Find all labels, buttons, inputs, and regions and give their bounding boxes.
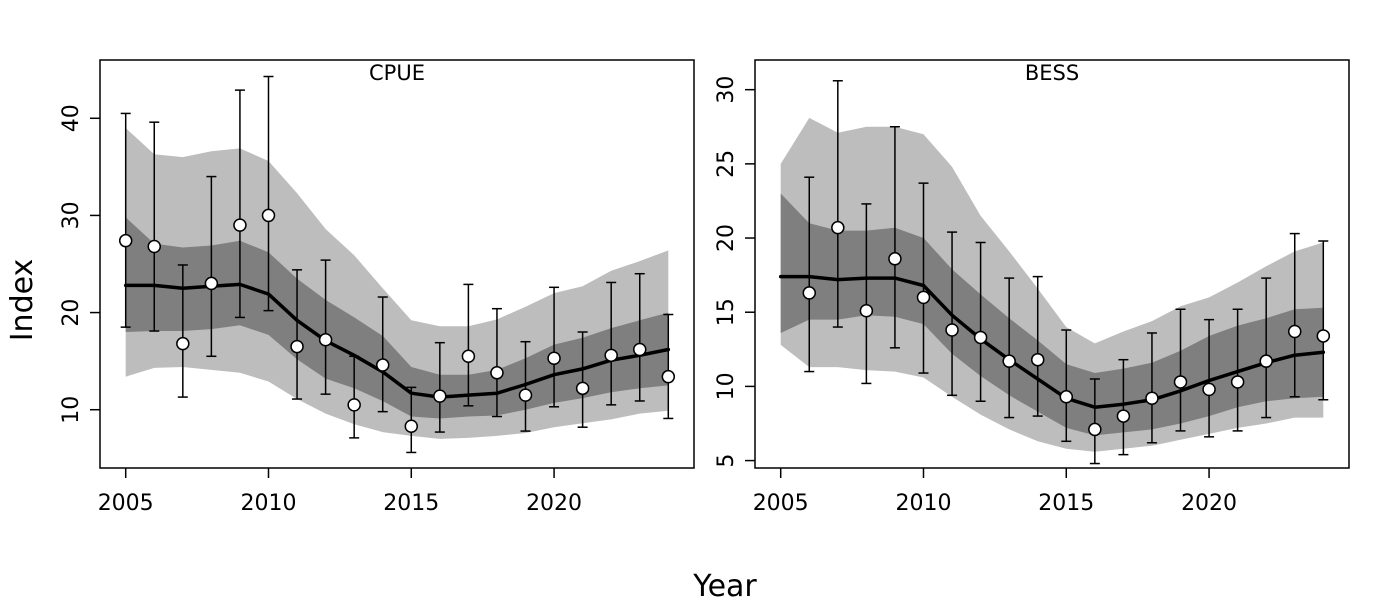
observed-point	[973, 330, 988, 345]
panel-title: CPUE	[369, 61, 425, 85]
y-tick-label: 5	[714, 454, 739, 468]
panel-bess: BESS 2005 2010 2015 2020 5 10 15 20 25 30	[714, 59, 1350, 516]
observed-point	[461, 349, 476, 364]
y-tick-label: 40	[59, 104, 84, 132]
x-tick-label: 2005	[753, 491, 809, 516]
x-tick-label: 2020	[526, 491, 582, 516]
inner-interval-band	[125, 217, 669, 419]
observed-point	[888, 252, 902, 266]
y-axis-title: Index	[5, 259, 40, 342]
observed-point	[176, 336, 190, 351]
observed-point	[859, 303, 874, 318]
fitted-index-line	[778, 274, 1326, 409]
plot-frame	[99, 59, 695, 469]
x-axis-title: Year	[692, 569, 757, 600]
observed-point	[233, 218, 247, 232]
observed-point	[1230, 375, 1245, 389]
observed-point	[433, 389, 447, 403]
observed-point	[1116, 409, 1131, 423]
observed-point	[1145, 391, 1159, 406]
x-tick-label: 2015	[1038, 491, 1094, 516]
y-tick-label: 20	[59, 299, 84, 327]
observed-point	[375, 358, 390, 372]
panel-title: BESS	[1025, 61, 1079, 85]
observed-point	[261, 208, 276, 223]
inner-interval-band	[780, 193, 1324, 436]
observed-point	[290, 339, 304, 354]
observed-point	[1259, 354, 1273, 368]
observed-point	[404, 419, 419, 433]
x-tick-label: 2015	[383, 491, 439, 516]
observed-point	[575, 381, 590, 396]
panel-cpue: CPUE 2005 2010 2015 2020 10 20 30 40	[59, 59, 695, 516]
y-tick-label: 20	[714, 224, 739, 252]
y-tick-label: 15	[714, 298, 739, 326]
y-tick-label: 30	[714, 76, 739, 104]
observed-point	[1287, 324, 1302, 339]
x-tick-label: 2010	[895, 491, 951, 516]
observed-point	[802, 286, 817, 300]
x-tick-label: 2020	[1181, 491, 1237, 516]
observed-point	[118, 233, 133, 248]
observed-point	[347, 398, 361, 412]
observed-point	[604, 348, 618, 363]
observed-point	[1316, 329, 1331, 343]
observed-point	[1030, 352, 1045, 367]
observed-point	[916, 290, 931, 305]
observed-point	[1059, 390, 1074, 404]
x-tick-label: 2010	[240, 491, 296, 516]
observed-point	[1202, 382, 1216, 397]
observed-point	[518, 388, 533, 402]
plot-area	[778, 80, 1331, 465]
observed-point	[831, 220, 845, 235]
observed-point	[204, 276, 219, 291]
plot-frame	[754, 59, 1350, 469]
y-tick-label: 30	[59, 201, 84, 229]
observed-point	[945, 323, 959, 337]
observed-point	[490, 366, 504, 380]
observed-point	[147, 239, 162, 254]
x-tick-label: 2005	[98, 491, 154, 516]
observed-point	[547, 351, 561, 365]
y-tick-label: 10	[59, 396, 84, 424]
y-tick-label: 10	[714, 372, 739, 400]
observed-point	[661, 369, 676, 384]
observed-point	[1088, 422, 1102, 437]
observed-point	[1002, 354, 1016, 368]
observed-point	[632, 342, 647, 357]
plot-area	[118, 75, 676, 454]
observed-point	[318, 333, 333, 347]
observed-point	[1173, 375, 1188, 389]
y-tick-label: 25	[714, 150, 739, 178]
